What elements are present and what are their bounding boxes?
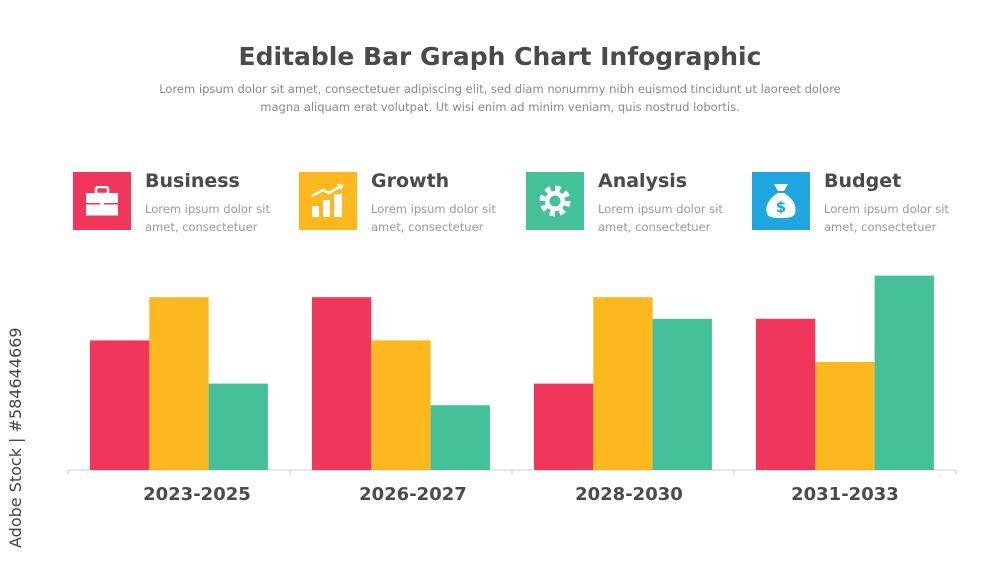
page-title: Editable Bar Graph Chart Infographic <box>238 42 762 71</box>
briefcase-icon <box>73 172 131 230</box>
bar-analysis-2026-2027 <box>430 405 490 470</box>
x-tick-label: 2023-2025 <box>143 484 251 505</box>
bar-growth-2031-2033 <box>815 362 875 470</box>
card-text: Lorem ipsum dolor sit amet, consectetuer <box>371 202 496 234</box>
bar-analysis-2031-2033 <box>874 275 934 470</box>
svg-text:$: $ <box>776 198 786 216</box>
bar-analysis-2023-2025 <box>208 383 268 470</box>
bar-business-2026-2027 <box>312 297 372 470</box>
watermark-text: Adobe Stock | #584644669 <box>6 327 25 548</box>
growth-chart-icon <box>299 172 357 230</box>
gear-icon <box>526 172 584 230</box>
bar-analysis-2028-2030 <box>652 318 712 470</box>
card-title: Analysis <box>598 170 688 192</box>
card-title: Growth <box>371 170 450 192</box>
card-text: Lorem ipsum dolor sit amet, consectetuer <box>598 202 723 234</box>
bar-growth-2026-2027 <box>371 340 431 470</box>
money-bag-icon: $ <box>752 172 810 230</box>
x-tick-label: 2026-2027 <box>359 484 467 505</box>
card-title: Budget <box>824 170 902 192</box>
legend-card-business: Business Lorem ipsum dolor sit amet, con… <box>73 170 293 234</box>
legend-card-growth: Growth Lorem ipsum dolor sit amet, conse… <box>299 170 519 234</box>
bar-growth-2023-2025 <box>149 297 209 470</box>
x-tick-label: 2031-2033 <box>791 484 899 505</box>
card-text: Lorem ipsum dolor sit amet, consectetuer <box>145 202 270 234</box>
card-text: Lorem ipsum dolor sit amet, consectetuer <box>824 202 949 234</box>
legend-card-analysis: Analysis Lorem ipsum dolor sit amet, con… <box>526 170 746 234</box>
page-subtitle: Lorem ipsum dolor sit amet, consectetuer… <box>159 82 841 114</box>
bar-business-2028-2030 <box>534 383 594 470</box>
card-title: Business <box>145 170 240 192</box>
bar-business-2023-2025 <box>90 340 150 470</box>
bar-business-2031-2033 <box>756 318 816 470</box>
x-tick-label: 2028-2030 <box>575 484 683 505</box>
bar-growth-2028-2030 <box>593 297 653 470</box>
legend-card-budget: $ Budget Lorem ipsum dolor sit amet, con… <box>752 170 972 234</box>
